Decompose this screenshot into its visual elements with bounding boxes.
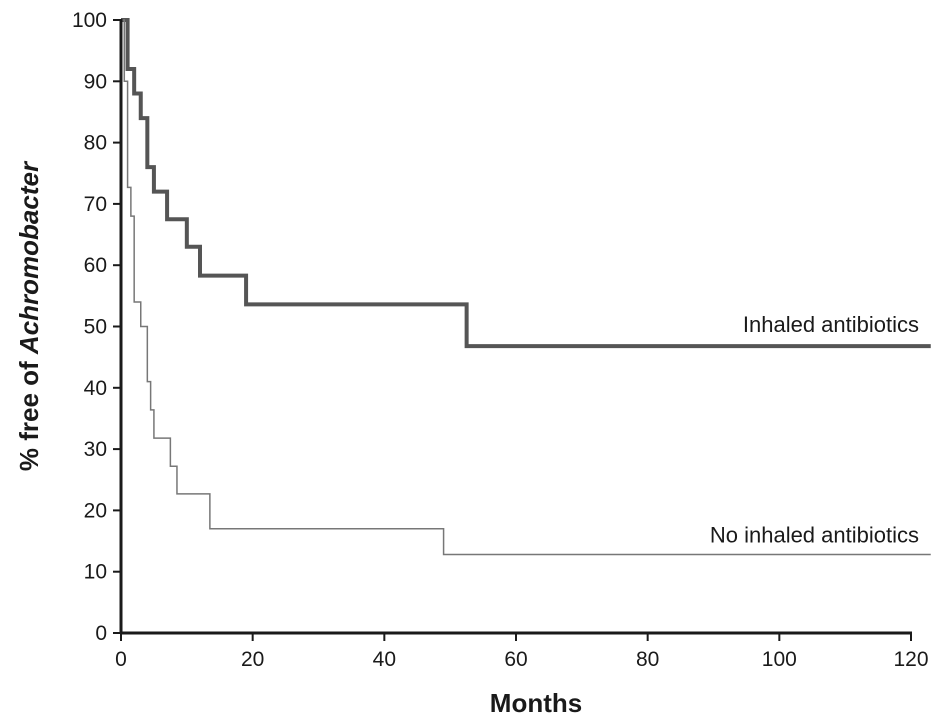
y-tick-label-1: 10 xyxy=(84,561,107,584)
y-tick-label-3: 30 xyxy=(84,438,107,461)
y-tick-label-2: 20 xyxy=(84,499,107,522)
y-axis-title-prefix: % free of xyxy=(14,354,44,471)
y-tick-label-10: 100 xyxy=(72,9,107,32)
y-tick-label-0: 0 xyxy=(95,622,107,645)
y-tick-label-5: 50 xyxy=(84,316,107,339)
y-tick-label-4: 40 xyxy=(84,377,107,400)
y-tick-label-9: 90 xyxy=(84,70,107,93)
y-tick-label-6: 60 xyxy=(84,254,107,277)
y-axis-title: % free of Achromobacter xyxy=(14,160,44,471)
series-line-1 xyxy=(121,19,931,556)
series-label-1: No inhaled antibiotics xyxy=(710,523,919,548)
series-label-0: Inhaled antibiotics xyxy=(743,312,919,337)
series-lines xyxy=(121,18,931,556)
x-tick-label-4: 80 xyxy=(636,648,659,671)
x-tick-label-0: 0 xyxy=(115,648,127,671)
series-labels: Inhaled antibiotics No inhaled antibiotic… xyxy=(710,312,919,547)
y-tick-label-7: 70 xyxy=(84,193,107,216)
x-tick-label-1: 20 xyxy=(241,648,264,671)
x-tick-label-5: 100 xyxy=(762,648,797,671)
y-tick-label-8: 80 xyxy=(84,132,107,155)
x-tick-label-6: 120 xyxy=(893,648,928,671)
y-axis-title-italic: Achromobacter xyxy=(14,160,44,355)
y-ticks: 0 10 20 30 40 50 60 70 80 90 100 xyxy=(72,9,121,645)
x-ticks: 0 20 40 60 80 100 120 xyxy=(115,633,929,671)
x-tick-label-2: 40 xyxy=(373,648,396,671)
series-line-0 xyxy=(121,18,931,349)
x-axis-title: Months xyxy=(490,688,582,718)
x-tick-label-3: 60 xyxy=(504,648,527,671)
